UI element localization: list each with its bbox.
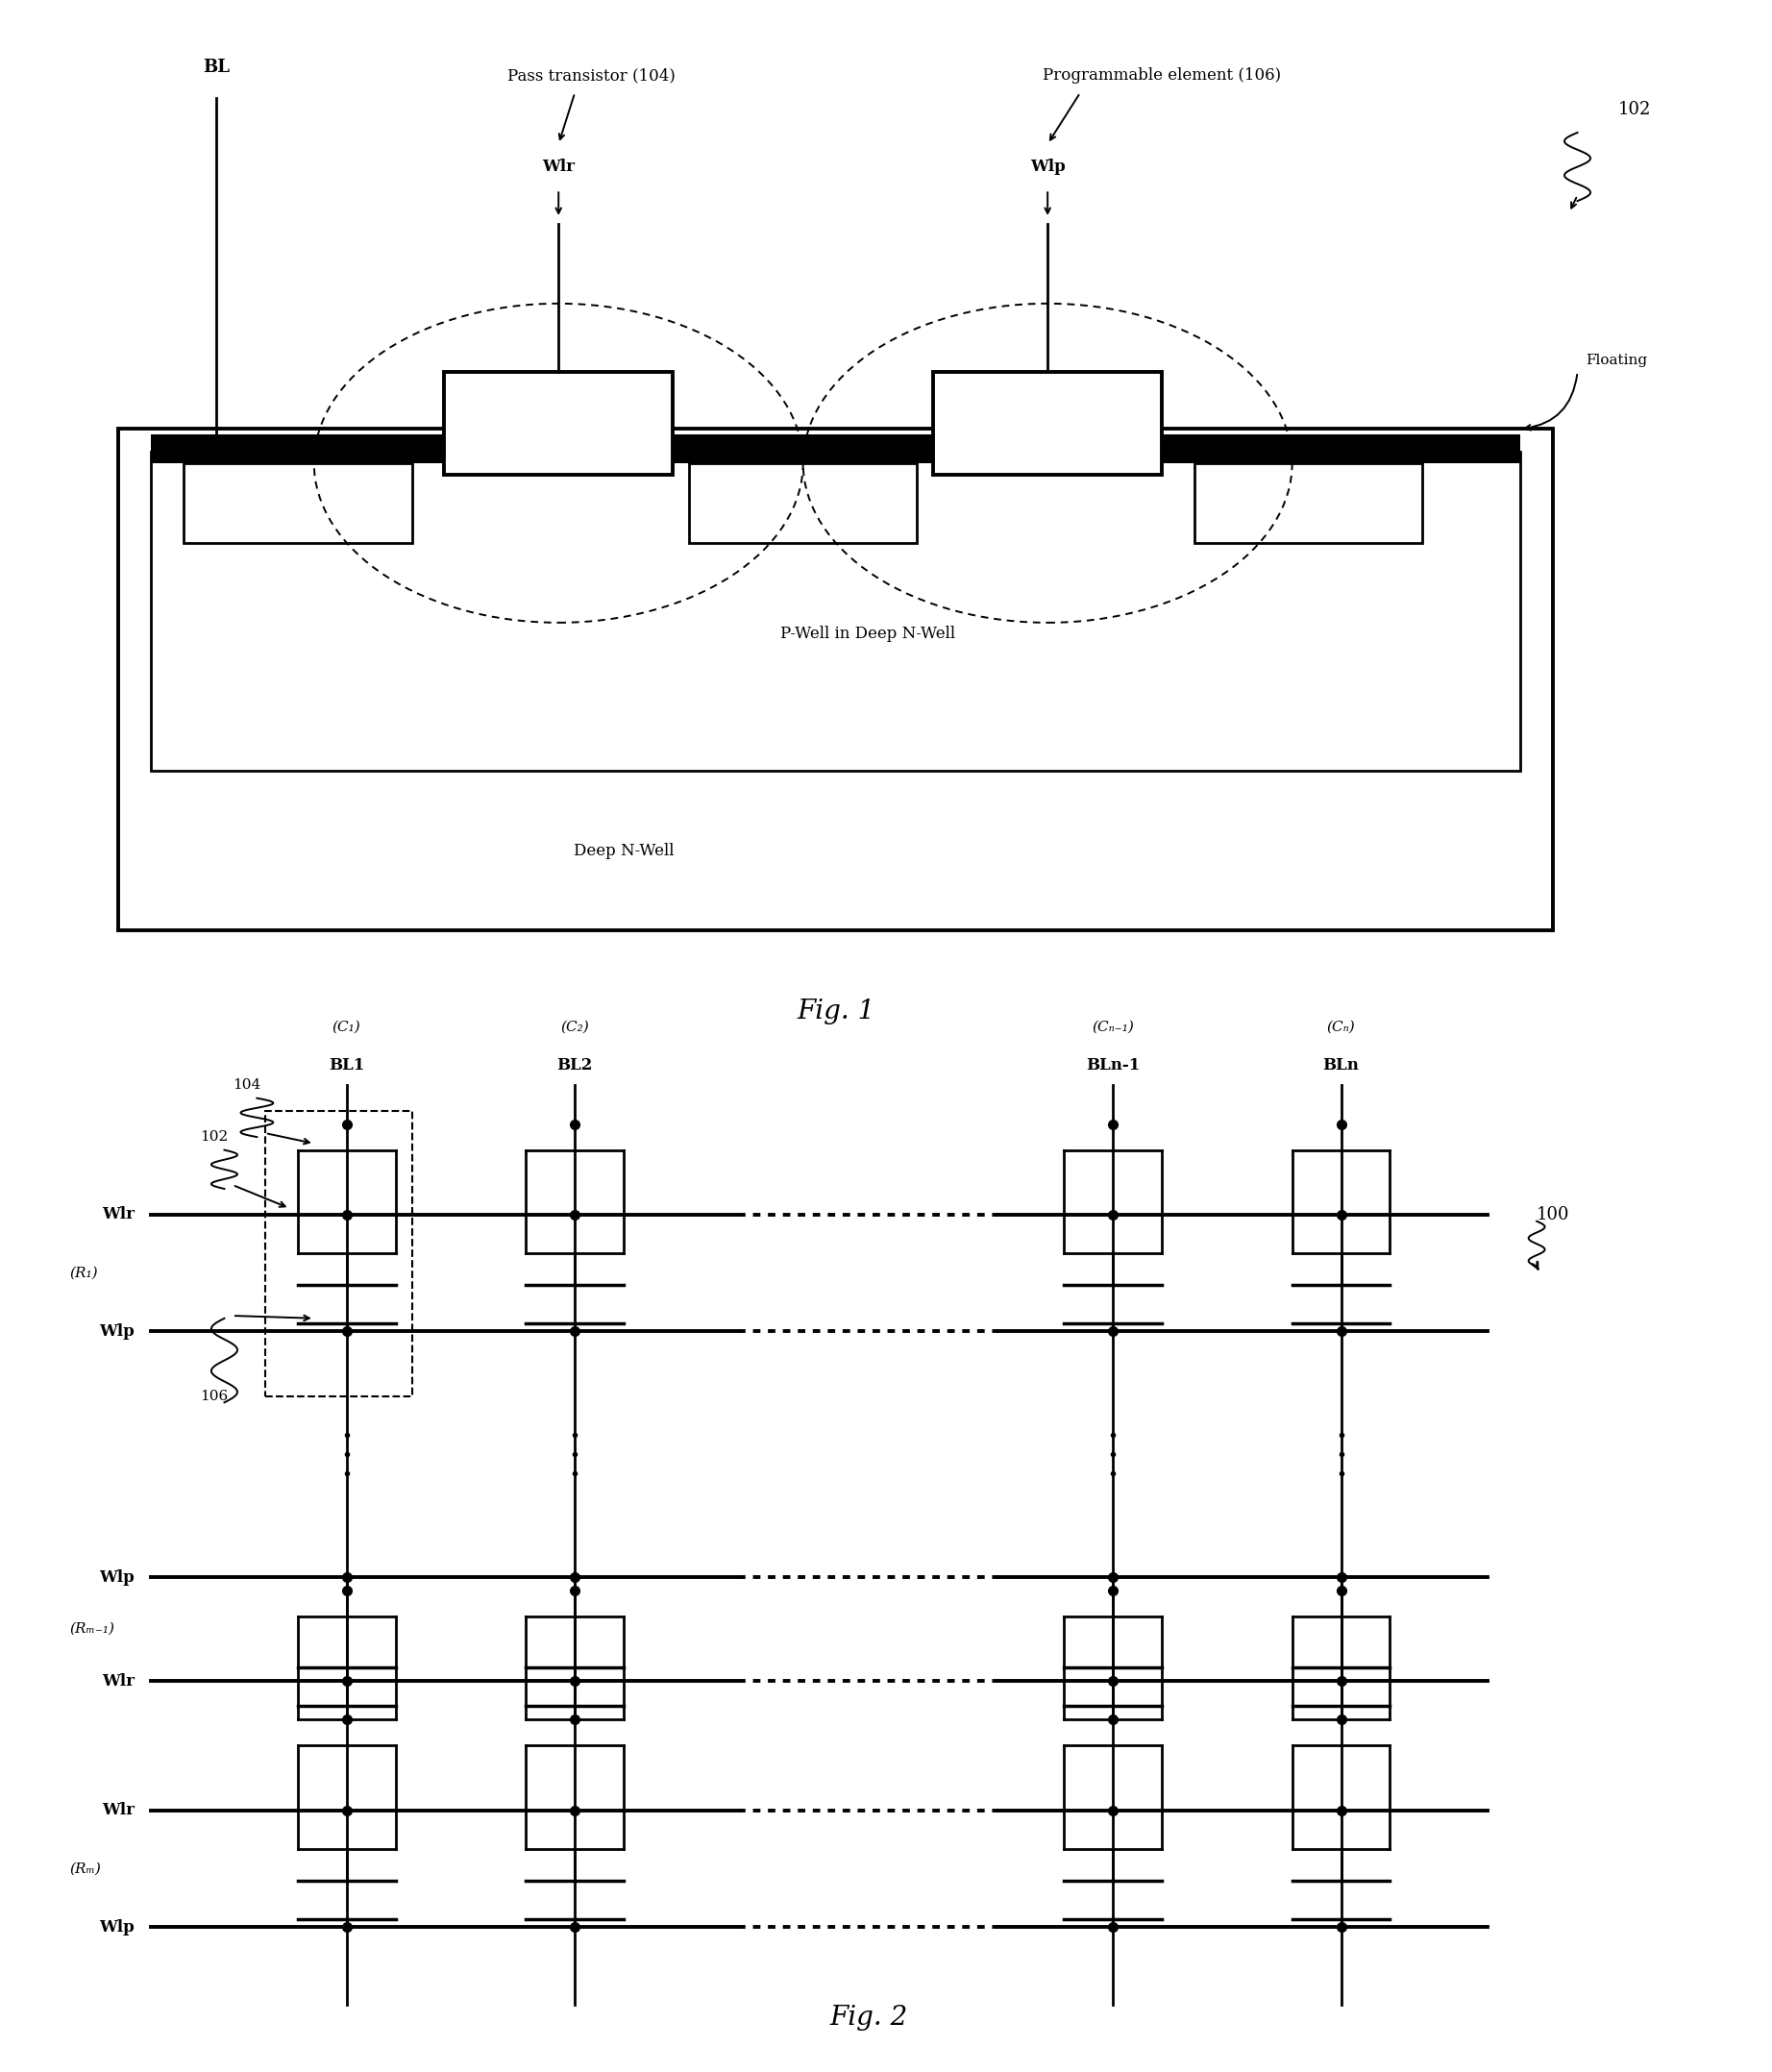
Bar — [266, 1111, 411, 1397]
Bar — [934, 373, 1162, 474]
Text: Pass transistor (104): Pass transistor (104) — [507, 68, 675, 83]
Text: Wlp: Wlp — [99, 1919, 135, 1935]
Text: Wlr: Wlr — [103, 1672, 135, 1689]
Text: BLn: BLn — [1324, 1057, 1359, 1073]
Text: 102: 102 — [1618, 102, 1652, 118]
Text: Wlp: Wlp — [99, 1569, 135, 1585]
Text: 100: 100 — [1536, 1206, 1570, 1222]
Text: (Cₙ): (Cₙ) — [1327, 1019, 1356, 1034]
Text: Floating: Floating — [1586, 354, 1648, 367]
Text: (C₂): (C₂) — [560, 1019, 588, 1034]
Bar — [1194, 462, 1423, 543]
Text: Poly gate: Poly gate — [528, 416, 590, 429]
Text: (C₁): (C₁) — [333, 1019, 361, 1034]
Text: N+: N+ — [790, 497, 815, 510]
Text: Wlr: Wlr — [103, 1803, 135, 1819]
Text: (Rₘ): (Rₘ) — [69, 1863, 101, 1875]
Text: (Cₙ₋₁): (Cₙ₋₁) — [1092, 1019, 1134, 1034]
Bar — [151, 452, 1520, 771]
Text: 102: 102 — [200, 1131, 229, 1144]
Text: (Rₘ₋₁): (Rₘ₋₁) — [69, 1622, 115, 1635]
Text: 104: 104 — [232, 1080, 260, 1092]
Text: BL1: BL1 — [328, 1057, 365, 1073]
Text: BL2: BL2 — [556, 1057, 594, 1073]
Text: Wlr: Wlr — [542, 160, 574, 174]
Text: P-Well in Deep N-Well: P-Well in Deep N-Well — [781, 626, 955, 642]
Text: BLn-1: BLn-1 — [1086, 1057, 1139, 1073]
Bar — [151, 435, 1520, 464]
Text: Wlp: Wlp — [99, 1324, 135, 1339]
Text: Programmable element (106): Programmable element (106) — [1042, 68, 1281, 83]
Bar — [445, 373, 673, 474]
Text: N+: N+ — [1295, 497, 1322, 510]
Text: Poly gate: Poly gate — [1017, 416, 1079, 429]
Text: (R₁): (R₁) — [69, 1266, 97, 1280]
Text: 106: 106 — [200, 1390, 229, 1403]
Text: Fig. 1: Fig. 1 — [797, 999, 875, 1026]
Bar — [184, 462, 411, 543]
Text: Wlr: Wlr — [103, 1206, 135, 1222]
Bar — [119, 429, 1552, 930]
Text: Fig. 2: Fig. 2 — [829, 2004, 907, 2031]
Text: BL: BL — [202, 58, 230, 75]
Text: Wlp: Wlp — [1030, 160, 1065, 174]
Bar — [689, 462, 918, 543]
Text: Deep N-Well: Deep N-Well — [574, 843, 673, 858]
Text: N+: N+ — [285, 497, 310, 510]
